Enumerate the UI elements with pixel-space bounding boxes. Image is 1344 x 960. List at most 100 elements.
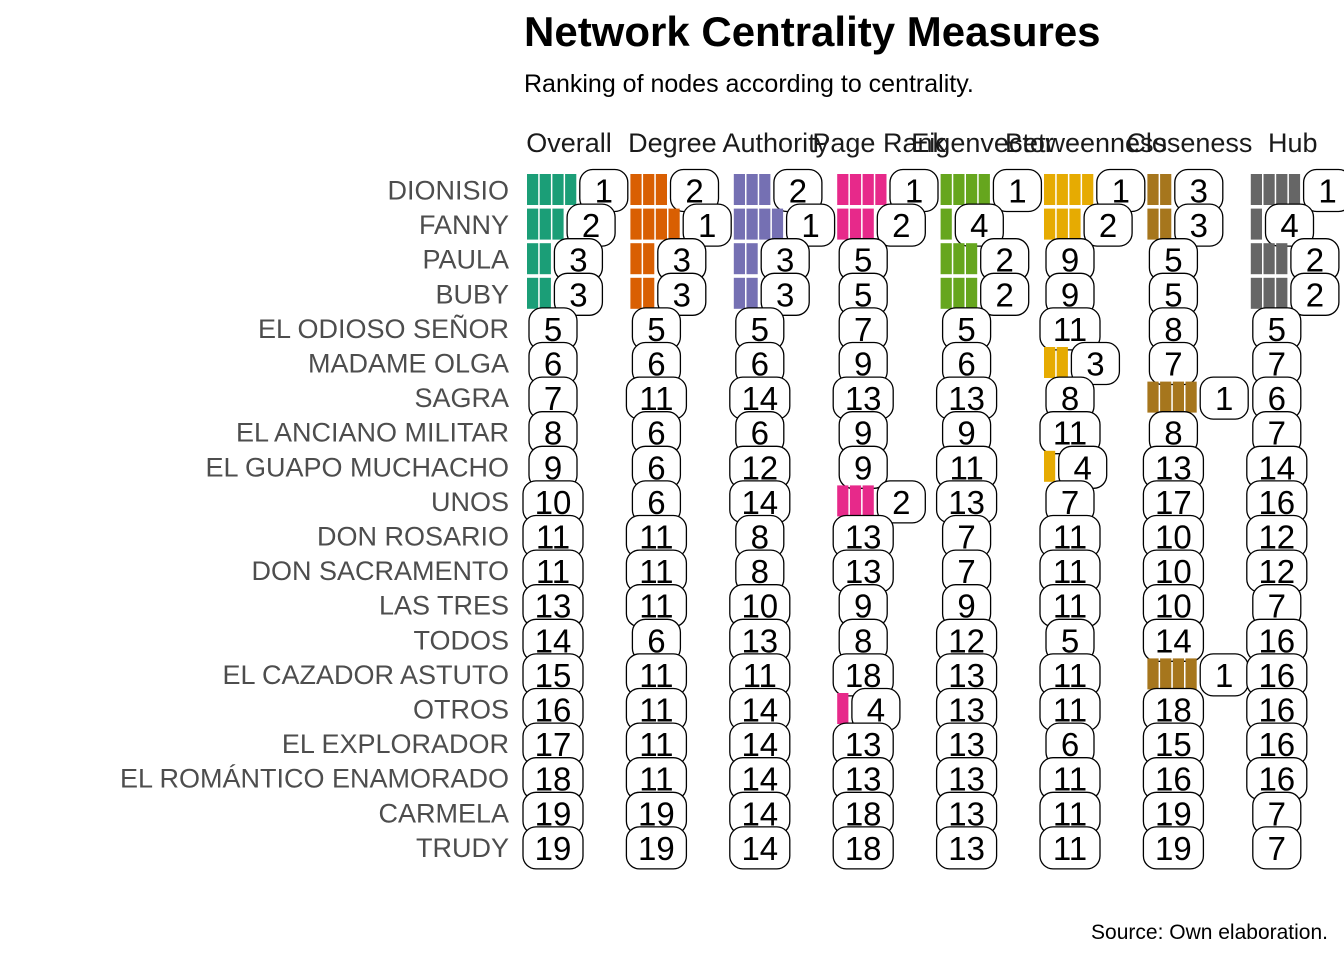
bar: 9 — [1045, 272, 1095, 316]
rank-label: 19 — [1155, 830, 1192, 867]
bar: 13 — [832, 549, 894, 593]
rank-label: 16 — [1258, 484, 1295, 521]
bar-block — [655, 208, 667, 240]
rank-label: 2 — [789, 173, 807, 210]
rank-label: 10 — [1155, 519, 1192, 556]
rank-label: 13 — [948, 657, 985, 694]
rank-label: 7 — [1164, 346, 1182, 383]
bar: 11 — [625, 757, 688, 801]
bar: 18 — [522, 757, 584, 801]
bar-block — [1263, 277, 1275, 309]
bar: 7 — [1252, 791, 1302, 835]
facet-label: Hub — [1268, 128, 1318, 158]
bar: 8 — [1148, 307, 1199, 351]
bar-block — [1056, 347, 1068, 378]
rank-label: 19 — [638, 795, 675, 832]
bar-block — [875, 174, 887, 205]
bar-block — [849, 208, 862, 240]
bar: 14 — [729, 791, 791, 835]
rank-label: 1 — [1215, 380, 1233, 417]
bar: 11 — [522, 549, 584, 593]
rank-label: 11 — [1053, 415, 1087, 452]
bar-block — [953, 174, 965, 205]
rank-label: 5 — [1164, 242, 1182, 279]
bar: 14 — [522, 618, 584, 662]
bar: 14 — [729, 687, 791, 732]
bar: 12 — [1246, 514, 1308, 559]
bar: 11 — [1039, 411, 1101, 455]
bar: 3 — [527, 238, 604, 282]
bar: 19 — [1142, 791, 1205, 835]
rank-label: 7 — [1268, 830, 1286, 867]
bar: 2 — [1044, 203, 1133, 247]
rank-label: 16 — [1258, 761, 1295, 798]
rank-label: 18 — [1155, 692, 1192, 729]
row-label: FANNY — [419, 210, 509, 240]
rank-label: 15 — [535, 657, 572, 694]
rank-label: 1 — [801, 207, 819, 244]
bar: 1 — [630, 203, 732, 247]
rank-label: 11 — [639, 692, 673, 729]
bar: 13 — [832, 376, 894, 420]
rank-label: 12 — [1258, 553, 1295, 590]
bar: 13 — [935, 722, 998, 766]
bar: 1 — [837, 168, 939, 213]
rank-label-box — [954, 203, 1004, 247]
rank-label: 9 — [854, 415, 872, 452]
rank-label: 5 — [1268, 311, 1286, 348]
bar-block — [733, 243, 745, 275]
row-label: EL ROMÁNTICO ENAMORADO — [120, 764, 509, 794]
bar: 7 — [1148, 341, 1199, 386]
rank-label: 4 — [970, 207, 988, 244]
rank-label-box — [980, 272, 1030, 316]
rank-label: 8 — [854, 622, 872, 659]
bar: 19 — [522, 826, 584, 870]
rank-label: 11 — [1053, 657, 1087, 694]
rank-label: 7 — [1268, 588, 1286, 625]
bar: 8 — [528, 411, 578, 455]
rank-label: 11 — [1053, 761, 1087, 798]
chart-title: Network Centrality Measures — [524, 8, 1101, 55]
rank-label: 11 — [743, 657, 777, 694]
bar: 17 — [522, 722, 584, 766]
rank-label: 13 — [948, 692, 985, 729]
rank-label: 11 — [639, 726, 673, 763]
rank-label: 19 — [535, 795, 572, 832]
row-label: SAGRA — [414, 383, 509, 413]
rank-label: 8 — [544, 415, 562, 452]
bar-block — [655, 174, 667, 205]
bar: 4 — [837, 687, 901, 732]
bar: 4 — [1044, 445, 1108, 489]
rank-label-box — [1174, 203, 1224, 247]
rank-label: 12 — [741, 449, 778, 486]
bar: 3 — [1147, 203, 1224, 247]
bar: 5 — [1252, 307, 1302, 351]
bar: 13 — [935, 480, 998, 524]
bar-block — [837, 485, 849, 517]
rank-label: 11 — [1053, 830, 1087, 867]
bar: 3 — [733, 272, 810, 316]
rank-label-box — [1070, 341, 1121, 386]
bar-block — [759, 208, 771, 240]
row-label: EL EXPLORADOR — [282, 729, 509, 759]
rank-label-box — [1290, 272, 1340, 316]
bar: 13 — [729, 618, 791, 662]
rank-label: 11 — [639, 380, 673, 417]
rank-label: 9 — [1061, 242, 1079, 279]
rank-label: 17 — [1155, 484, 1192, 521]
rank-label: 11 — [949, 449, 983, 486]
row-label: EL GUAPO MUCHACHO — [205, 452, 509, 482]
bar-block — [837, 208, 849, 240]
bar: 2 — [940, 238, 1030, 282]
bar: 13 — [832, 722, 894, 766]
facet-label: Degree — [628, 128, 717, 158]
rank-label: 11 — [536, 553, 570, 590]
rank-label: 7 — [544, 380, 562, 417]
rank-label: 8 — [1061, 380, 1079, 417]
bar: 11 — [625, 687, 688, 732]
rank-label: 16 — [1155, 761, 1192, 798]
